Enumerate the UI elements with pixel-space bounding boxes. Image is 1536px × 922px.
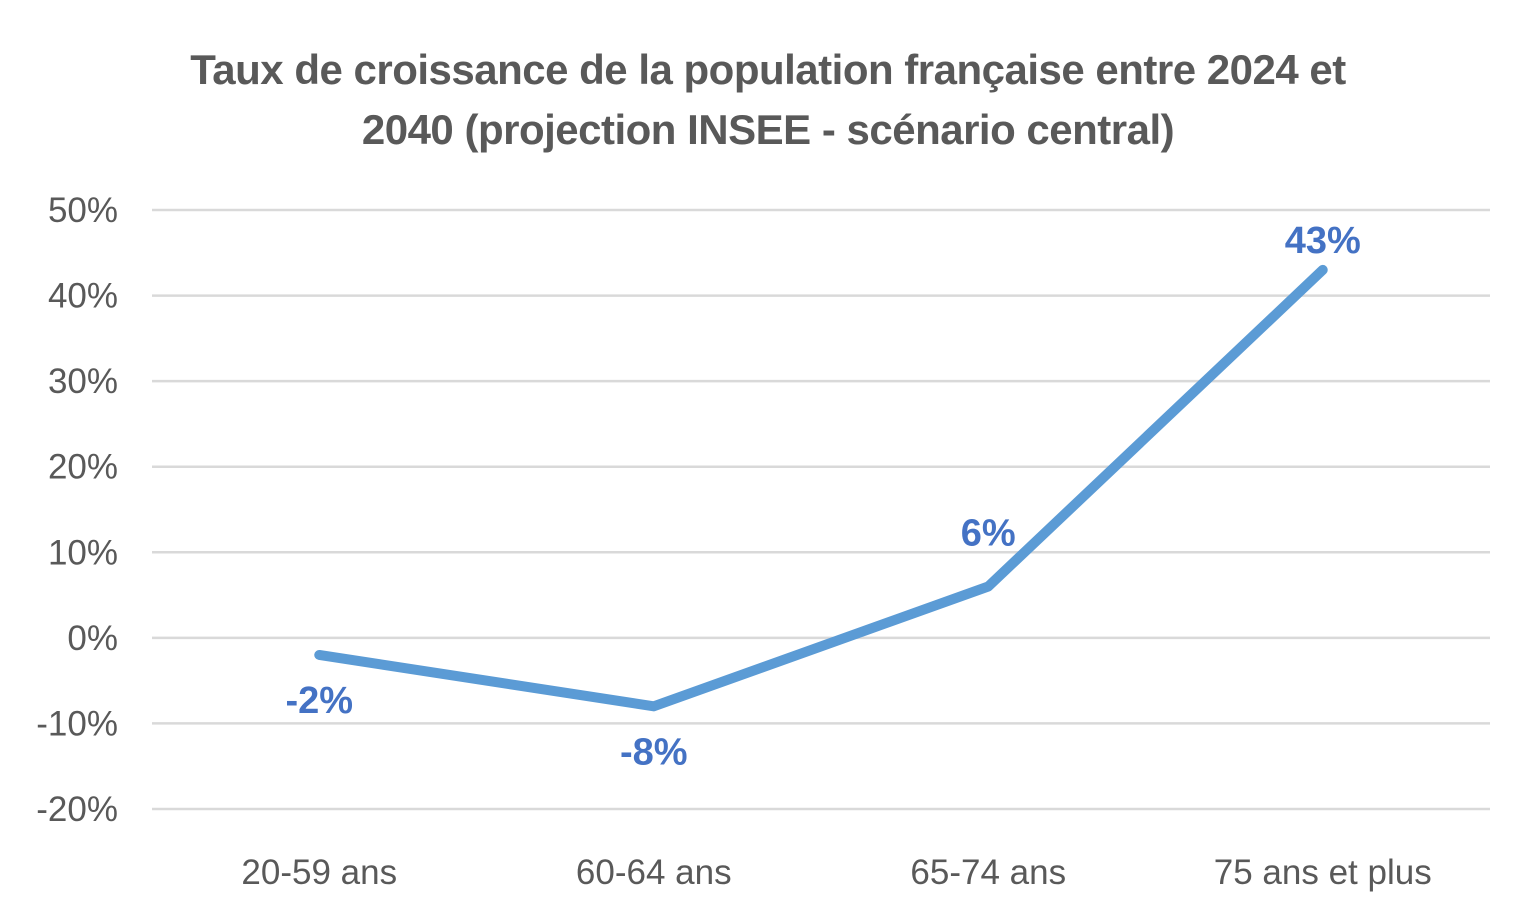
data-point-label: -8% <box>620 731 688 773</box>
x-axis-tick-label: 75 ans et plus <box>1214 853 1432 892</box>
data-point-label: -2% <box>285 680 353 722</box>
x-axis-tick-label: 65-74 ans <box>910 853 1066 892</box>
y-axis-tick-label: 30% <box>48 362 118 401</box>
chart-title: Taux de croissance de la population fran… <box>190 46 1346 153</box>
x-axis-tick-label: 60-64 ans <box>576 853 732 892</box>
y-axis-tick-label: 50% <box>48 191 118 230</box>
y-axis-tick-label: -10% <box>36 704 118 743</box>
data-series-line <box>314 264 1328 712</box>
data-point-label: 43% <box>1285 220 1361 262</box>
y-axis-tick-label: 0% <box>67 619 118 658</box>
y-axis-tick-label: 20% <box>48 448 118 487</box>
y-axis-tick-label: -20% <box>36 790 118 829</box>
y-axis-tick-label: 10% <box>48 533 118 572</box>
y-axis-tick-label: 40% <box>48 277 118 316</box>
x-axis-tick-label: 20-59 ans <box>241 853 397 892</box>
data-point-label: 6% <box>961 513 1016 555</box>
